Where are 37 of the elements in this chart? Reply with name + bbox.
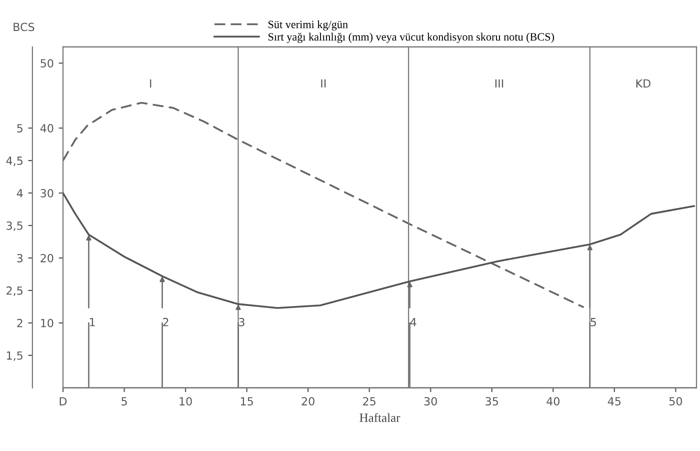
x-tick-label: 45 (608, 397, 620, 406)
y2-tick-label: 3 (17, 254, 23, 262)
annotation: KD (636, 79, 650, 88)
x-tick-label: 30 (424, 397, 437, 406)
y2-axis-title: BCS (14, 22, 34, 32)
y2-tick-label: 1,5 (6, 352, 22, 361)
annotation: 4 (410, 318, 416, 326)
y-tick-label: 50 (40, 59, 54, 68)
y-tick-label: 20 (40, 254, 54, 262)
x-tick-label: 50 (669, 397, 682, 406)
x-tick-label: 5 (122, 397, 127, 406)
y2-tick-label: 4,5 (6, 156, 22, 166)
annotation: 3 (239, 318, 244, 326)
x-tick-label: 25 (363, 397, 376, 406)
legend-label: Sırt yağı kalınlığı (mm) veya vücut kondisyon skoru notu (BCS) (268, 32, 554, 43)
y2-tick-label: 3,5 (6, 221, 22, 232)
y2-tick-label: 2 (17, 318, 22, 328)
annotation: 5 (590, 318, 596, 326)
x-tick-label: 40 (546, 397, 560, 406)
y2-tick-label: 4 (16, 189, 23, 198)
annotation: 1 (90, 318, 95, 326)
x-axis-title: Haftalar (360, 413, 400, 422)
annotation: III (495, 79, 504, 88)
y-tick-label: 30 (40, 189, 54, 198)
x-tick-label: D (60, 397, 67, 406)
legend-label: Süt verimi kg/gün (268, 20, 348, 31)
x-tick-label: 20 (302, 397, 314, 406)
annotation: I (150, 79, 152, 88)
x-tick-label: 15 (240, 397, 253, 406)
x-tick-label: 10 (180, 397, 192, 406)
y2-tick-label: 5 (17, 124, 22, 132)
annotation: 2 (163, 318, 168, 326)
y-tick-label: 40 (40, 124, 54, 132)
annotation: II (321, 79, 326, 88)
y2-tick-label: 2,5 (6, 286, 22, 296)
x-tick-label: 35 (486, 397, 498, 406)
y-tick-label: 10 (41, 318, 54, 328)
